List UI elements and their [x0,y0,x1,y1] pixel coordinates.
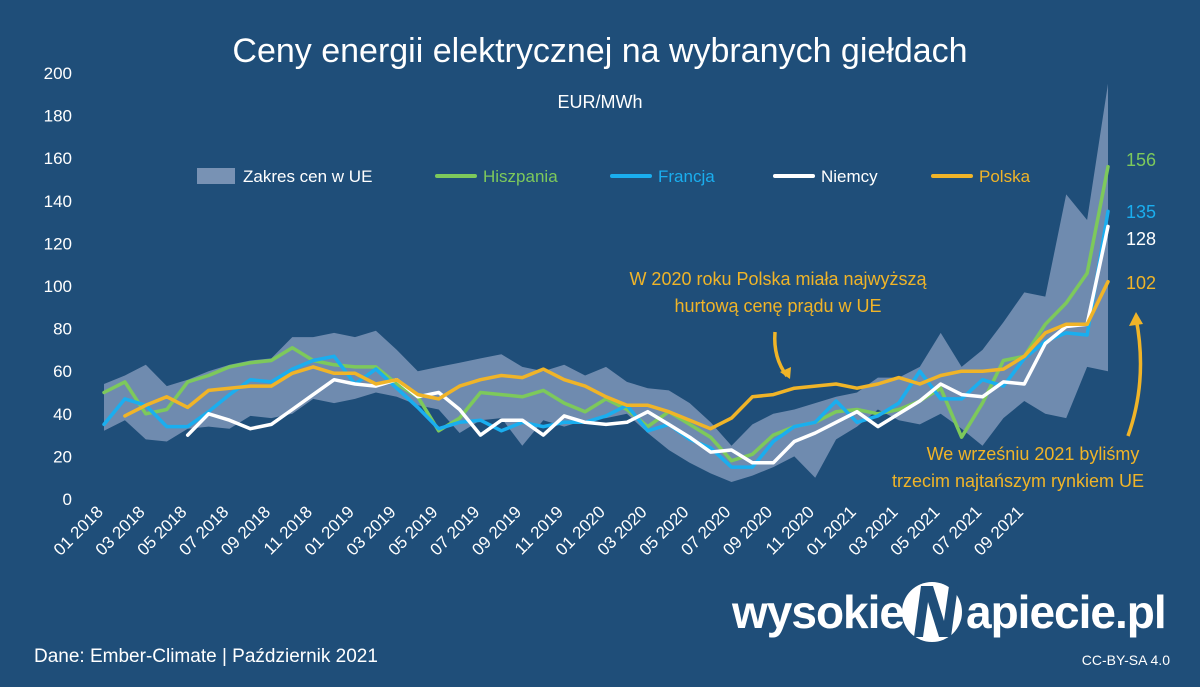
logo-n-icon [902,582,962,642]
legend-label-hiszpania: Hiszpania [483,167,558,186]
y-axis: 0 20 40 60 80 100 120 140 160 180 200 [44,64,72,509]
logo-text-right: apiecie.pl [966,586,1166,638]
unit-label: EUR/MWh [558,92,643,112]
license-label: CC-BY-SA 4.0 [1082,652,1170,668]
annotation-arrow-2021 [1126,317,1143,437]
y-tick-label: 120 [44,234,72,253]
y-tick-label: 40 [53,405,72,424]
end-label-francja: 135 [1126,202,1156,222]
legend-label-francja: Francja [658,167,715,186]
legend: Zakres cen w UE Hiszpania Francja Niemcy Pol… [197,167,1031,186]
y-tick-label: 20 [53,447,72,466]
annotation-arrow-2020 [773,331,789,378]
eu-range-band [104,83,1108,482]
series-line-francja [102,209,1110,469]
y-tick-label: 140 [44,192,72,211]
series-line-hiszpania [102,164,1110,463]
y-tick-label: 160 [44,149,72,168]
legend-label-niemcy: Niemcy [821,167,878,186]
legend-swatch-zakres-cen-w-ue [197,168,235,184]
end-label-niemcy: 128 [1126,229,1156,249]
y-tick-label: 0 [63,490,72,509]
end-label-polska: 102 [1126,273,1156,293]
y-tick-label: 180 [44,107,72,126]
range-band-layer [104,83,1108,482]
logo-text-left: wysokie [731,586,904,638]
annotation-arrowhead-2020 [780,367,791,379]
series-line-niemcy [185,224,1110,465]
annotation-2021-line1: We wrześniu 2021 byliśmy [927,444,1140,464]
annotation-2020-line1: W 2020 roku Polska miała najwyższą [629,269,927,289]
annotations: W 2020 roku Polska miała najwyższą hurto… [629,269,1144,491]
chart-title: Ceny energii elektrycznej na wybranych g… [232,32,967,70]
y-tick-label: 60 [53,362,72,381]
series-lines [102,164,1110,469]
annotation-2020-line2: hurtową cenę prądu w UE [674,296,881,316]
y-tick-label: 80 [53,320,72,339]
end-label-hiszpania: 156 [1126,150,1156,170]
end-labels: 156 135 128 102 [1126,150,1156,293]
annotation-arrowhead-2021 [1129,312,1143,326]
series-line-polska [123,279,1110,431]
y-tick-label: 100 [44,277,72,296]
legend-label-polska: Polska [979,167,1031,186]
legend-label-zakres-cen-w-ue: Zakres cen w UE [243,167,372,186]
source-footer: Dane: Ember-Climate | Październik 2021 [34,646,378,667]
wysokienapiecie-logo: wysokie apiecie.pl [731,582,1167,642]
y-tick-label: 200 [44,64,72,83]
annotation-2021-line2: trzecim najtańszym rynkiem UE [892,471,1144,491]
